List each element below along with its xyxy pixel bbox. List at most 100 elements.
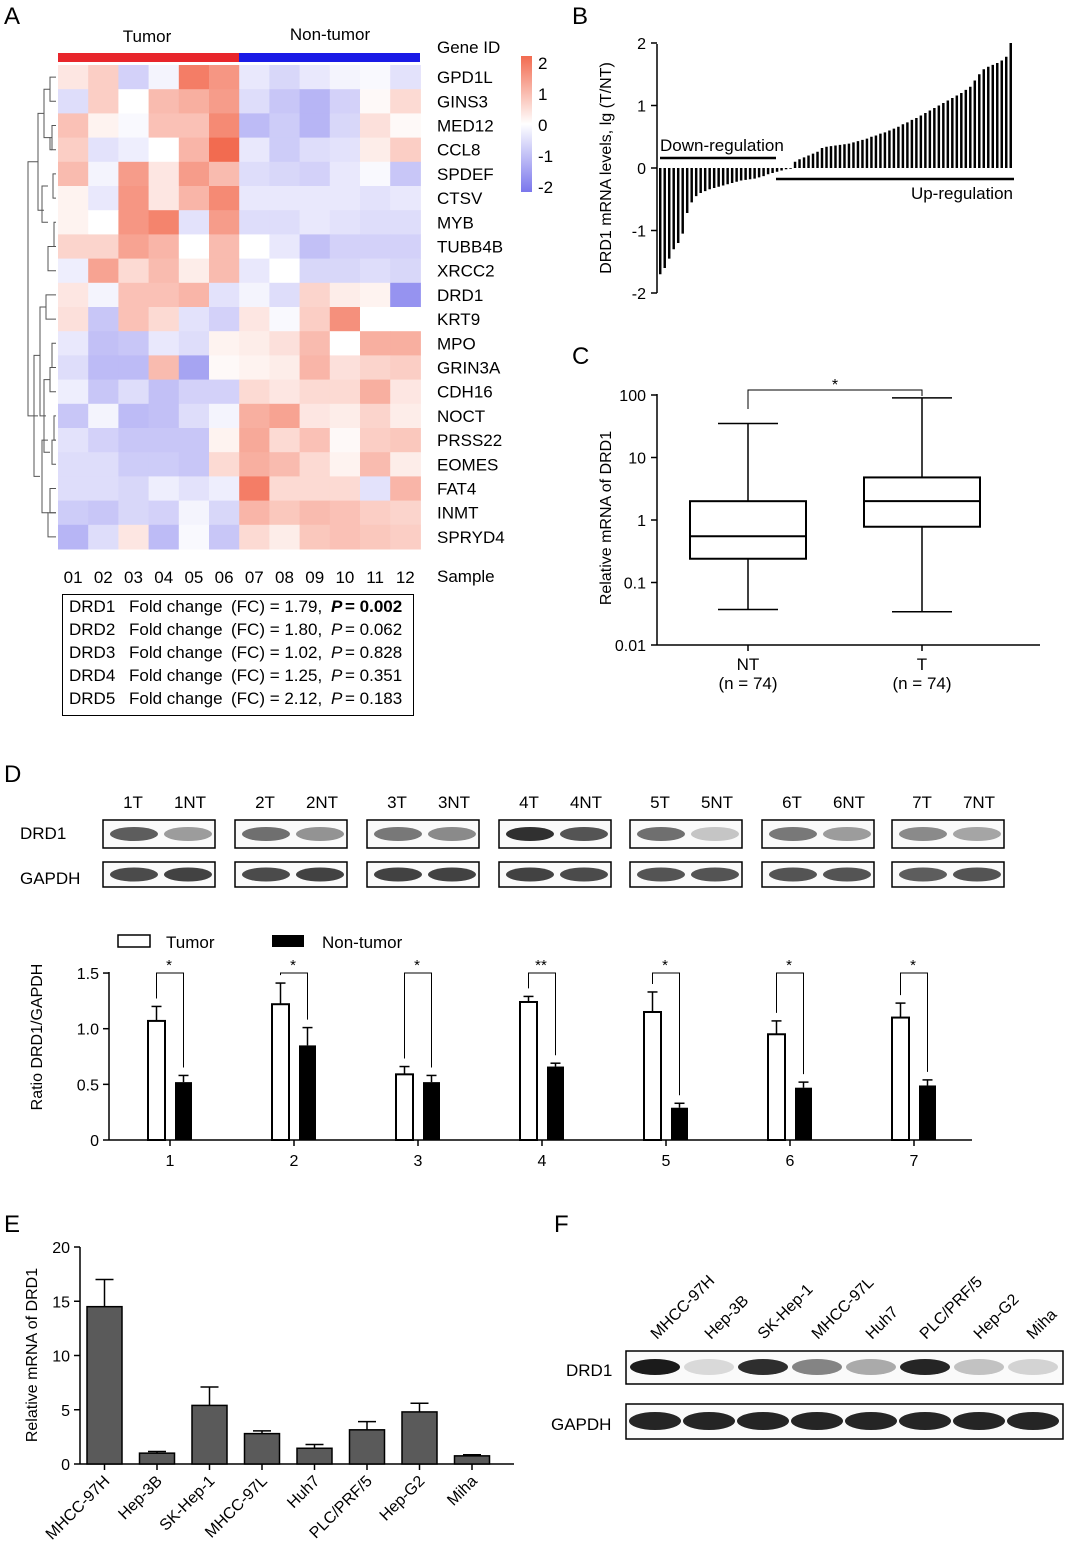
panel-b-bar [766,168,770,175]
panel-d-lane-label: 1T [123,793,143,812]
panel-e-bar [138,1452,176,1465]
panel-b-bar [883,132,887,169]
panel-d-lane-label: 6T [782,793,802,812]
heatmap-cell [209,476,240,502]
panel-d-non-tumor-bar [299,1045,316,1140]
heatmap-cell [58,331,89,356]
panel-f-lane-label: Miha [1024,1306,1061,1343]
heatmap-cell [88,161,119,187]
heatmap-cell [88,258,119,284]
fold-change-gene: DRD5 [69,689,116,708]
heatmap-cells [58,65,421,550]
panel-b-bar [676,168,680,243]
heatmap-cell [58,403,89,429]
panel-b-bar [964,89,968,169]
heatmap-cell [118,307,150,332]
fold-change-gene: DRD3 [69,643,116,662]
color-scale-tick: 2 [538,54,547,73]
heatmap-cell [178,500,210,526]
panel-c-n-label: (n = 74) [718,674,777,693]
heatmap-cell [148,234,180,260]
heatmap-cell [88,113,119,139]
heatmap-cell [299,500,331,526]
color-scale-tick: -2 [538,178,553,197]
heatmap-cell [178,282,210,308]
panel-b-bar [694,168,698,197]
heatmap-cell [118,161,150,187]
panel-e-category-label: MHCC-97H [43,1473,113,1543]
panel-c-y-tick-label: 100 [619,388,646,405]
heatmap-cell [148,258,180,284]
panel-d-lane-label: 5NT [701,793,733,812]
heatmap-cell [88,186,119,211]
panel-b-bar [834,145,837,168]
heatmap-cell [329,355,361,381]
gene-label: SPRYD4 [437,528,505,547]
heatmap-cell [390,500,421,526]
heatmap-cell [360,355,391,381]
heatmap-cell [209,282,240,308]
panel-d-y-tick-label: 0.5 [77,1077,99,1094]
dendrogram-branch [49,76,56,102]
panel-b-y-tick-label: -2 [632,286,646,303]
heatmap-cell [58,428,89,453]
heatmap-cell [239,331,270,356]
heatmap-cell [299,137,331,163]
gene-label: MYB [437,213,474,232]
heatmap-cell [390,210,421,235]
panel-b-bar [843,144,846,168]
heatmap-cell [269,403,301,429]
heatmap-cell [269,452,301,477]
panel-b-bar [784,168,788,170]
gene-label: GRIN3A [437,359,501,378]
sample-label: 09 [305,568,324,587]
panel-b-bar [946,100,950,168]
sample-label: 07 [245,568,264,587]
fold-change-row: DRD3 Fold change (FC) = 1.02, P = 0.828 [63,641,413,664]
heatmap-cell [88,476,119,502]
heatmap-cell [209,210,240,235]
panel-c-n-label: (n = 74) [892,674,951,693]
panel-f-lane-label: Huh7 [863,1304,902,1343]
heatmap-cell [178,476,210,502]
heatmap-cell [269,307,301,332]
heatmap-cell [148,500,180,526]
heatmap-cell [209,65,240,90]
heatmap-cell [209,500,240,526]
heatmap-cell [269,65,301,90]
panel-d-non-tumor-bar [919,1085,936,1140]
dendrogram-branch [43,88,50,139]
legend-label-non-tumor: Non-tumor [322,933,403,952]
color-scale-tick: 1 [538,85,547,104]
heatmap-cell [329,524,361,550]
heatmap-cell [118,355,150,381]
heatmap-cell [239,186,270,211]
fold-change-p-value: = 0.002 [345,597,403,616]
fold-change-gene: DRD2 [69,620,116,639]
heatmap-cell [148,186,180,211]
dendrogram-branch [49,137,52,151]
dendrogram-branch [49,488,56,514]
panel-d-gapdh-band [637,867,685,882]
panel-b-bar [955,95,959,168]
panel-d-drd1-band [242,827,290,841]
gene-label: GINS3 [437,92,488,111]
heatmap-cell [178,89,210,114]
fold-change-value: (FC) = 1.79, [231,597,323,616]
panel-d-drd1-band [691,827,739,841]
panel-d-tumor-bar [643,1011,662,1142]
heatmap-cell [88,331,119,356]
panel-label-c: C [572,343,589,370]
panel-b-bar [928,110,932,168]
panel-b-bar [721,168,725,186]
heatmap-cell [118,282,150,308]
panel-b-bar [811,153,815,169]
heatmap-cell [58,65,89,90]
fold-change-p-value: = 0.351 [345,666,403,685]
panel-f-gapdh-band [791,1412,843,1430]
dendrogram-branch [51,439,56,465]
panel-b-bar [861,139,864,169]
panel-d-non-tumor-bar [547,1066,564,1140]
